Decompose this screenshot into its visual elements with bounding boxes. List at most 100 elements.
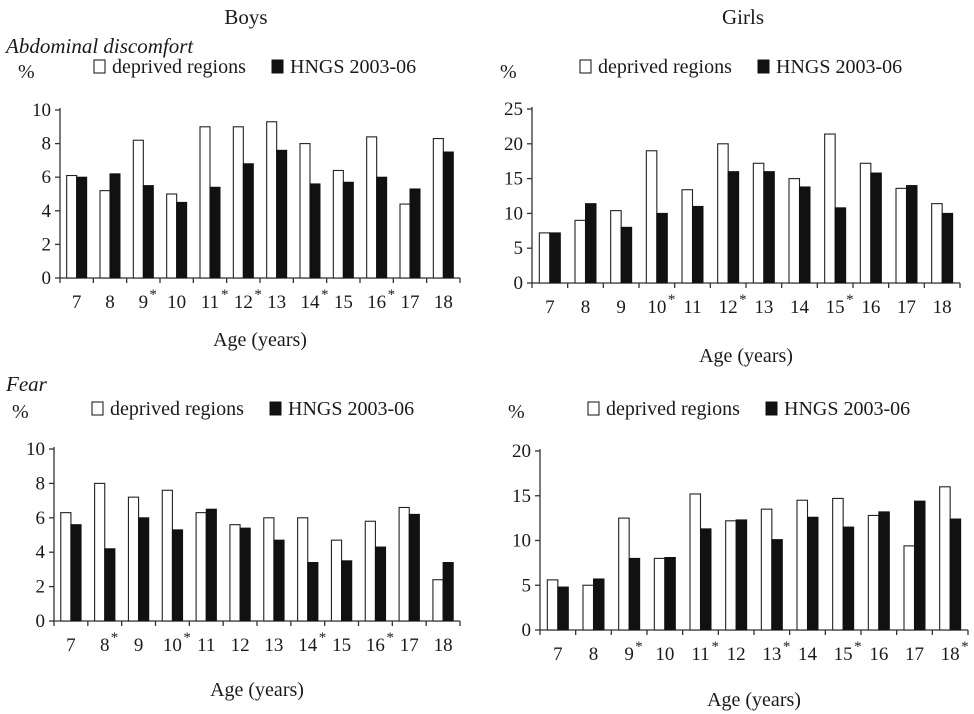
x-category-label: 8 bbox=[100, 635, 110, 656]
legend-swatch-hngs bbox=[757, 59, 770, 74]
y-unit-label: % bbox=[18, 61, 35, 83]
x-axis-label: Age (years) bbox=[707, 689, 801, 711]
bar-deprived-age-9 bbox=[618, 517, 630, 631]
x-category-label: 10 bbox=[655, 644, 674, 665]
x-category-label: 11 bbox=[197, 635, 215, 656]
y-tick-label: 6 bbox=[42, 167, 52, 188]
x-category-label: 10 bbox=[163, 635, 182, 656]
bar-deprived-age-8 bbox=[94, 482, 106, 622]
bar-deprived-age-15 bbox=[330, 539, 343, 622]
y-tick-label: 0 bbox=[514, 273, 524, 294]
bar-deprived-age-15 bbox=[832, 497, 844, 631]
bar-hngs-age-9 bbox=[142, 185, 154, 279]
y-tick-label: 8 bbox=[42, 134, 52, 155]
legend-swatch-hngs bbox=[269, 401, 282, 416]
significance-marker: * bbox=[846, 292, 854, 308]
bar-deprived-age-10 bbox=[166, 193, 178, 279]
x-category-label: 15 bbox=[834, 644, 853, 665]
bar-hngs-age-12 bbox=[239, 527, 251, 622]
significance-marker: * bbox=[961, 639, 969, 655]
y-tick-label: 10 bbox=[512, 531, 531, 552]
bar-deprived-age-14 bbox=[796, 499, 809, 631]
y-tick-label: 0 bbox=[36, 611, 46, 632]
bar-hngs-age-9 bbox=[138, 517, 150, 622]
bar-deprived-age-18 bbox=[931, 203, 943, 284]
bar-deprived-age-8 bbox=[99, 190, 111, 279]
bar-hngs-age-10 bbox=[664, 557, 676, 631]
x-category-label: 9 bbox=[616, 297, 626, 318]
x-category-label: 16 bbox=[861, 297, 880, 318]
bar-hngs-age-7 bbox=[549, 232, 561, 284]
x-category-label: 9 bbox=[139, 292, 149, 313]
y-tick-label: 0 bbox=[42, 268, 52, 289]
legend-swatch-deprived bbox=[579, 59, 592, 74]
significance-marker: * bbox=[149, 287, 157, 303]
bar-hngs-age-15 bbox=[834, 207, 847, 284]
bar-deprived-age-13 bbox=[266, 121, 278, 279]
x-category-label: 15 bbox=[334, 292, 353, 313]
bar-hngs-age-18 bbox=[949, 518, 962, 631]
x-category-label: 14 bbox=[298, 635, 318, 656]
x-category-label: 7 bbox=[66, 635, 76, 656]
bar-deprived-age-8 bbox=[582, 584, 595, 631]
y-tick-label: 15 bbox=[512, 486, 531, 507]
significance-marker: * bbox=[388, 287, 396, 303]
y-tick-label: 5 bbox=[522, 575, 532, 596]
bar-deprived-age-15 bbox=[332, 169, 344, 279]
bar-hngs-age-8 bbox=[109, 173, 121, 279]
bar-hngs-age-10 bbox=[176, 201, 188, 279]
bar-hngs-age-14 bbox=[799, 186, 811, 284]
x-category-label: 11 bbox=[201, 292, 219, 313]
x-category-label: 11 bbox=[691, 644, 709, 665]
x-category-label: 16 bbox=[869, 644, 888, 665]
y-tick-label: 5 bbox=[514, 238, 524, 259]
bar-deprived-age-14 bbox=[297, 517, 309, 622]
significance-marker: * bbox=[386, 630, 394, 646]
significance-marker: * bbox=[854, 639, 862, 655]
bar-hngs-age-11 bbox=[700, 528, 712, 631]
bar-deprived-age-9 bbox=[132, 139, 144, 279]
x-category-label: 9 bbox=[624, 644, 634, 665]
bar-deprived-age-17 bbox=[895, 187, 908, 284]
bar-hngs-age-16 bbox=[376, 176, 388, 279]
bar-hngs-age-15 bbox=[842, 526, 855, 631]
x-axis-label: Age (years) bbox=[210, 679, 304, 701]
bar-hngs-age-18 bbox=[941, 212, 954, 284]
significance-marker: * bbox=[321, 287, 329, 303]
x-category-label: 8 bbox=[589, 644, 599, 665]
bar-deprived-age-13 bbox=[752, 162, 765, 284]
y-tick-label: 2 bbox=[36, 577, 46, 598]
bar-deprived-age-12 bbox=[717, 143, 729, 284]
bar-deprived-age-10 bbox=[645, 150, 658, 284]
bar-hngs-age-8 bbox=[585, 203, 597, 284]
bar-deprived-age-16 bbox=[867, 514, 880, 631]
legend-swatch-hngs bbox=[765, 401, 778, 416]
bar-hngs-age-11 bbox=[692, 205, 704, 284]
bar-deprived-age-10 bbox=[161, 489, 173, 622]
significance-marker: * bbox=[254, 287, 261, 303]
y-tick-label: 2 bbox=[42, 234, 52, 255]
bar-deprived-age-13 bbox=[263, 517, 275, 622]
x-category-label: 18 bbox=[434, 292, 453, 313]
significance-marker: * bbox=[111, 630, 119, 646]
x-category-label: 11 bbox=[683, 297, 701, 318]
significance-marker: * bbox=[739, 292, 747, 308]
bar-deprived-age-18 bbox=[939, 486, 951, 631]
x-category-label: 7 bbox=[72, 292, 82, 313]
significance-marker: * bbox=[319, 630, 327, 646]
bar-deprived-age-14 bbox=[299, 143, 311, 279]
y-unit-label: % bbox=[508, 401, 525, 423]
bar-hngs-age-10 bbox=[171, 529, 184, 622]
legend-label-hngs: HNGS 2003-06 bbox=[776, 56, 902, 78]
significance-marker: * bbox=[783, 639, 791, 655]
bar-hngs-age-13 bbox=[273, 539, 285, 622]
bar-deprived-age-13 bbox=[760, 508, 773, 631]
significance-marker: * bbox=[635, 639, 643, 655]
y-tick-label: 20 bbox=[504, 134, 523, 155]
y-tick-label: 0 bbox=[522, 620, 532, 641]
bar-hngs-age-12 bbox=[727, 171, 740, 284]
bar-hngs-age-14 bbox=[307, 562, 319, 622]
bar-hngs-age-8 bbox=[593, 578, 605, 631]
x-category-label: 12 bbox=[231, 635, 250, 656]
x-category-label: 18 bbox=[933, 297, 952, 318]
